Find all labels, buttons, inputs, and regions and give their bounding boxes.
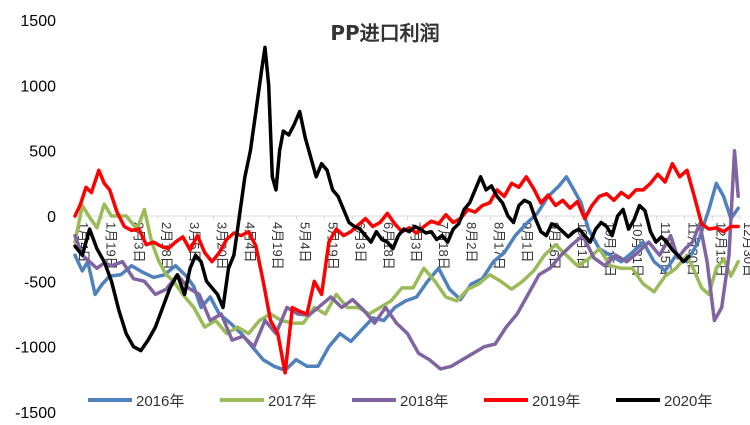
x-tick-label: 8月2日 — [464, 222, 479, 262]
y-tick-label: 1000 — [20, 78, 56, 95]
chart-title: PP进口利润 — [330, 21, 439, 45]
y-axis-ticks: 1500 1000 500 0 -500 -1000 -1500 — [15, 13, 56, 422]
legend-label: 2018年 — [400, 393, 448, 410]
x-axis-ticks: 1月4日 1月19日 2月3日 2月18日 3月5日 3月20日 4月4日 4月19日 5月4日… — [74, 216, 750, 277]
series-line-1 — [73, 175, 740, 372]
x-tick-label: 4月19日 — [270, 222, 285, 270]
series-line-5 — [73, 45, 691, 353]
x-tick-label: 10月1日 — [575, 222, 590, 270]
y-tick-label: 1500 — [20, 13, 56, 30]
legend-label: 2017年 — [268, 393, 316, 410]
y-tick-label: 0 — [47, 209, 56, 226]
series-line-2 — [73, 202, 740, 336]
x-tick-label: 12月30日 — [741, 222, 750, 277]
y-tick-label: 500 — [29, 144, 56, 161]
x-tick-label: 7月18日 — [436, 222, 451, 270]
legend: 2016年 2017年 2018年 2019年 2020年 — [88, 393, 712, 410]
y-tick-label: -1000 — [15, 340, 56, 357]
x-tick-label: 9月1日 — [519, 222, 534, 262]
x-tick-label: 2月3日 — [131, 222, 146, 262]
y-tick-label: -500 — [24, 274, 56, 291]
x-tick-label: 5月19日 — [325, 222, 340, 270]
y-tick-label: -1500 — [15, 405, 56, 422]
legend-label: 2016年 — [136, 393, 184, 410]
legend-label: 2020年 — [664, 393, 712, 410]
series-lines — [73, 45, 740, 375]
legend-label: 2019年 — [532, 393, 580, 410]
x-tick-label: 1月19日 — [104, 222, 119, 270]
x-tick-label: 5月4日 — [298, 222, 313, 262]
x-tick-label: 2月18日 — [159, 222, 174, 270]
